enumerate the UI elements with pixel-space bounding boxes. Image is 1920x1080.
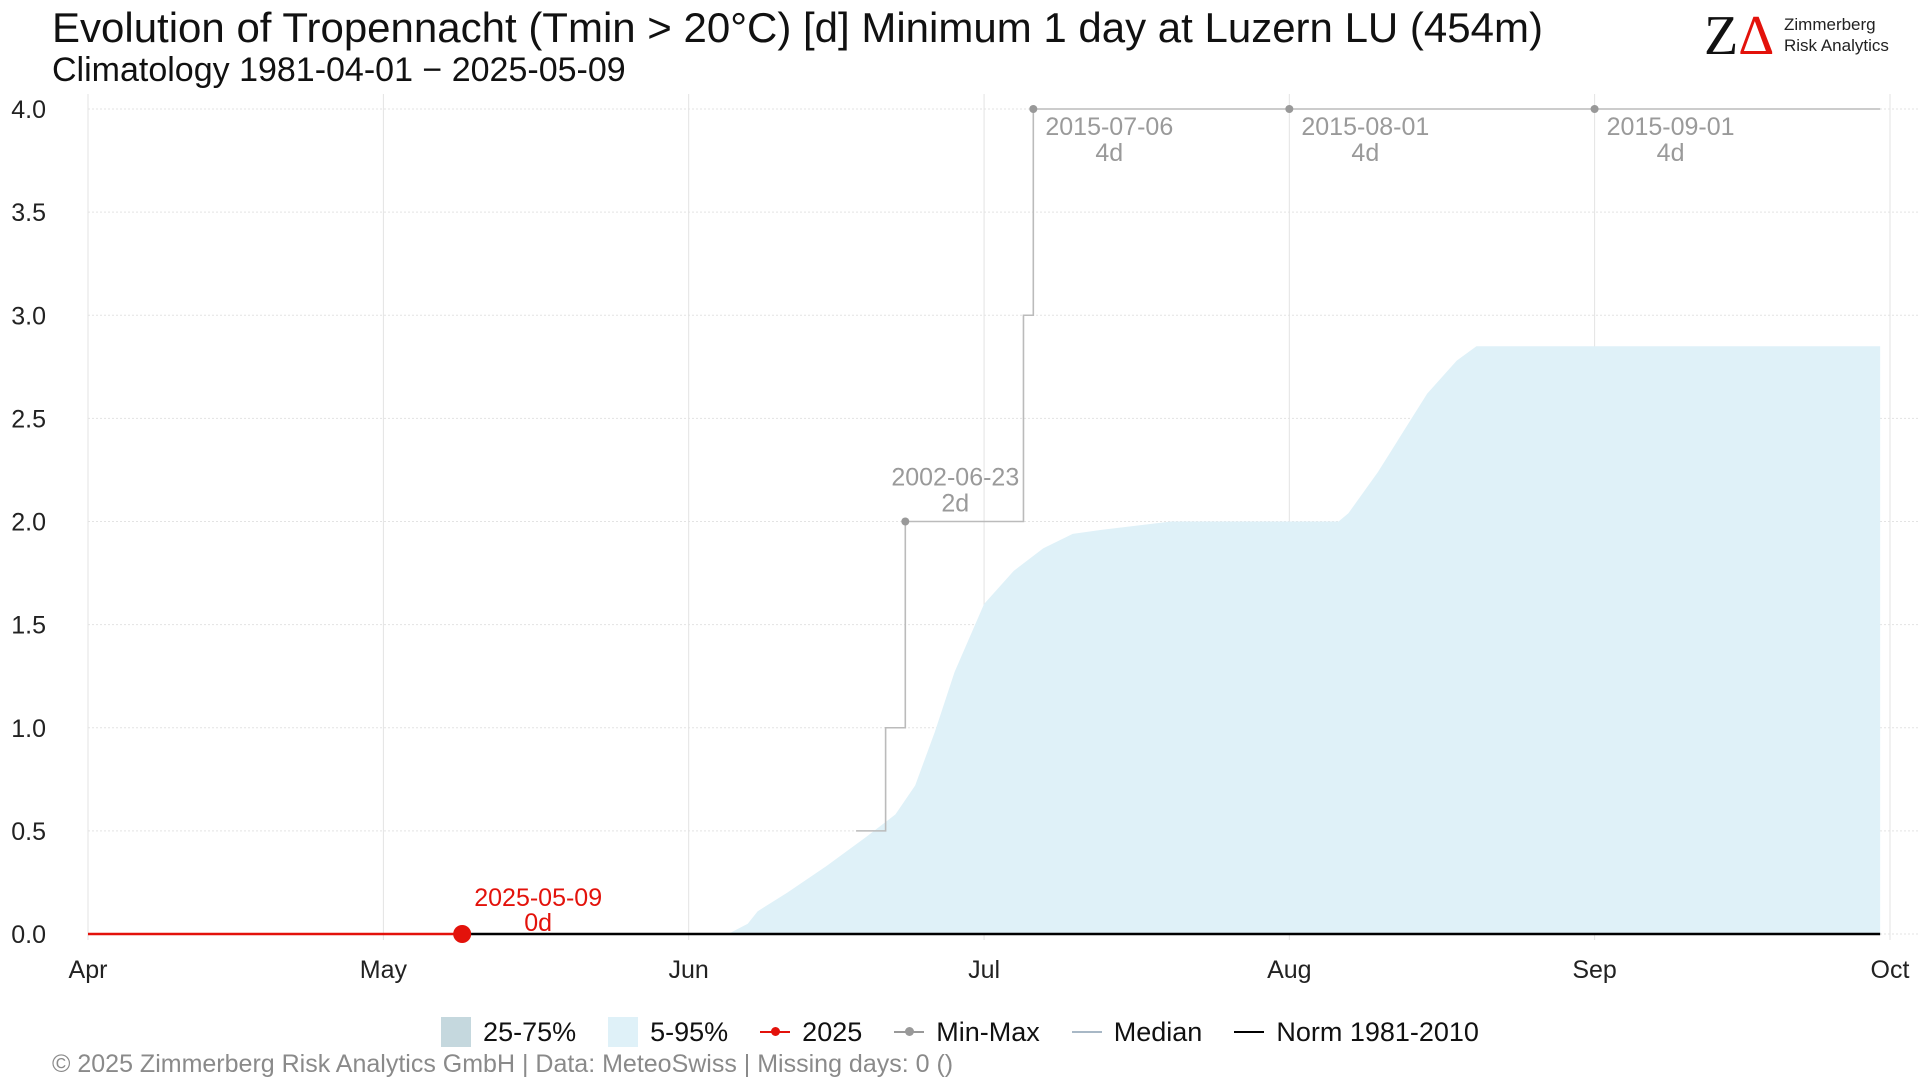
legend-label: Min-Max [936,1016,1040,1047]
logo-line-2: Risk Analytics [1784,36,1889,55]
min-max-marker [1285,105,1294,113]
x-tick-label: Jul [968,956,1000,984]
legend-item: Min-Max [894,1017,1040,1048]
y-tick-label: 3.0 [11,302,46,330]
legend-item: Median [1071,1016,1203,1048]
min-max-marker [1029,105,1038,113]
band-5-95-area [728,346,1881,934]
min-max-value-label: 4d [1657,139,1685,167]
x-tick-label: Aug [1267,956,1311,984]
legend-item: 2025 [760,1017,862,1048]
min-max-marker [1590,105,1599,113]
min-max-marker [901,517,910,526]
x-tick-label: Jun [669,956,709,984]
current-year-marker [453,925,472,943]
legend-item: 5-95% [608,1017,728,1048]
min-max-value-label: 4d [1095,139,1123,167]
legend-key-icon [1234,1017,1265,1047]
footer-copyright: © 2025 Zimmerberg Risk Analytics GmbH | … [52,1050,954,1078]
x-tick-label: May [360,956,408,984]
chart-subtitle: Climatology 1981-04-01 − 2025-05-09 [52,51,626,89]
x-tick-label: Oct [1871,956,1910,984]
legend-label: Median [1113,1016,1203,1047]
legend-item: Norm 1981-2010 [1234,1017,1479,1048]
y-tick-label: 2.5 [11,405,46,433]
chart-title: Evolution of Tropennacht (Tmin > 20°C) [… [52,4,1543,51]
legend-key-icon [608,1017,639,1047]
x-tick-label: Apr [69,956,108,984]
y-tick-label: 4.0 [11,96,46,124]
legend-label: 2025 [802,1016,863,1047]
min-max-date-label: 2002-06-23 [891,464,1019,492]
chart-plot: 0.0 0.5 1.0 1.5 2.0 2.5 3.0 3.5 4.0 Apr May Jun Jul A… [11,94,1920,984]
x-tick-label: Sep [1572,956,1616,984]
y-tick-label: 1.5 [11,612,46,640]
legend-key-icon [760,1017,791,1047]
min-max-date-label: 2015-08-01 [1301,113,1429,141]
logo-line-1: Zimmerberg [1784,15,1876,34]
min-max-date-label: 2015-07-06 [1045,113,1173,141]
legend-label: 5-95% [650,1016,729,1047]
logo-text: Zimmerberg Risk Analytics [1784,14,1889,56]
legend-key-icon [894,1017,925,1047]
current-value-label: 0d [524,909,552,937]
legend-key-icon [441,1017,472,1047]
legend-key-icon [1071,1017,1102,1047]
min-max-value-label: 2d [941,490,969,518]
y-tick-label: 2.0 [11,509,46,537]
y-tick-label: 3.5 [11,199,46,227]
company-logo: ZΔ Zimmerberg Risk Analytics [1704,5,1904,67]
min-max-step-line [856,108,1881,832]
legend-label: 25-75% [483,1016,577,1047]
current-date-label: 2025-05-09 [474,884,602,912]
chart-legend: 25-75% 5-95% 2025 Min-Max Median Norm 1981-20… [0,1012,1920,1052]
legend-label: Norm 1981-2010 [1276,1016,1479,1047]
y-tick-label: 0.0 [11,921,46,949]
za-logo-icon: ZΔ [1704,5,1775,67]
y-tick-label: 0.5 [11,818,46,846]
y-tick-label: 1.0 [11,715,46,743]
min-max-date-label: 2015-09-01 [1607,113,1735,141]
legend-item: 25-75% [441,1017,576,1048]
min-max-value-label: 4d [1351,139,1379,167]
